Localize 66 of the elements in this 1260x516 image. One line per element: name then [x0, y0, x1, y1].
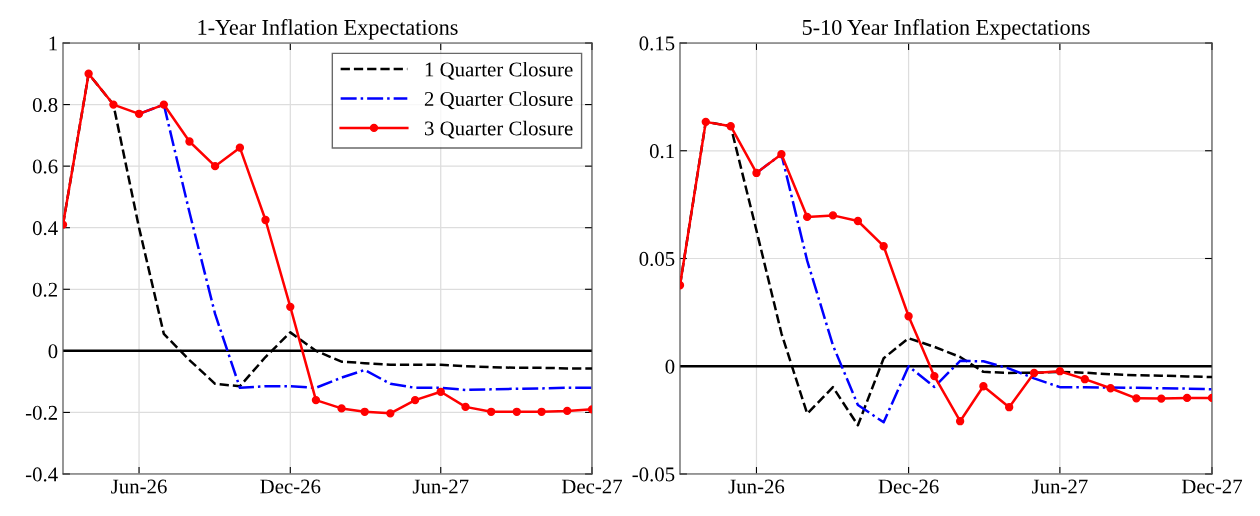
chart-title: 5-10 Year Inflation Expectations [802, 19, 1090, 40]
x-tick-label: Dec-27 [1181, 479, 1243, 494]
x-tick-label: Dec-26 [260, 479, 321, 494]
point [286, 302, 295, 312]
point [311, 395, 321, 405]
y-tick-label: 0.05 [639, 251, 675, 267]
point [461, 402, 470, 412]
point [1055, 367, 1065, 376]
point [828, 211, 838, 220]
point [84, 69, 93, 78]
point [386, 409, 395, 418]
point [537, 407, 546, 416]
x-tick-label: Jun-26 [111, 479, 167, 494]
point [879, 242, 888, 251]
point [1005, 403, 1014, 412]
point [930, 371, 939, 381]
point [1182, 393, 1192, 403]
point [109, 100, 118, 109]
point [1080, 375, 1089, 384]
legend-label: 2 Quarter Closure [424, 91, 573, 110]
y-tick-label: -0.05 [632, 467, 675, 482]
y-tick-label: -0.4 [25, 467, 58, 482]
y-tick-label: 0.1 [649, 144, 674, 159]
point [134, 109, 144, 118]
y-tick-label: 0 [48, 344, 58, 359]
point [1029, 368, 1039, 378]
point [436, 387, 445, 396]
point [235, 143, 245, 152]
y-tick-label: 0.4 [32, 221, 58, 236]
y-tick-label: 0 [665, 359, 675, 374]
point [904, 312, 913, 321]
point [1106, 384, 1115, 393]
point [210, 161, 220, 171]
point [261, 215, 270, 225]
point [159, 100, 169, 109]
point [185, 137, 194, 146]
point [803, 212, 812, 222]
x-tick-label: Jun-26 [728, 479, 785, 494]
y-tick-label: -0.2 [25, 405, 57, 420]
y-tick-label: 0.6 [32, 159, 58, 174]
point [360, 407, 369, 416]
point [752, 168, 761, 178]
point [979, 382, 988, 391]
point [1132, 394, 1141, 403]
point [853, 216, 863, 226]
point [726, 122, 735, 131]
point [512, 407, 521, 416]
legend-label: 1 Quarter Closure [425, 61, 573, 80]
point [955, 417, 965, 426]
x-tick-label: Jun-27 [412, 479, 469, 494]
point [486, 407, 496, 416]
chart-title: 1-Year Inflation Expectations [198, 19, 458, 40]
y-tick-label: 0.2 [32, 282, 57, 297]
point [1157, 394, 1166, 403]
y-tick-label: 0.15 [639, 36, 675, 51]
point [337, 404, 346, 413]
legend-label: 3 Quarter Closure [424, 120, 573, 139]
point [563, 406, 572, 416]
point [701, 117, 710, 127]
x-tick-label: Dec-27 [561, 479, 623, 494]
point [410, 395, 420, 405]
x-tick-label: Jun-27 [1031, 479, 1088, 494]
point [777, 150, 786, 159]
x-tick-label: Dec-26 [878, 479, 939, 494]
y-tick-label: 0.8 [32, 97, 58, 113]
y-tick-label: 1 [49, 36, 57, 51]
